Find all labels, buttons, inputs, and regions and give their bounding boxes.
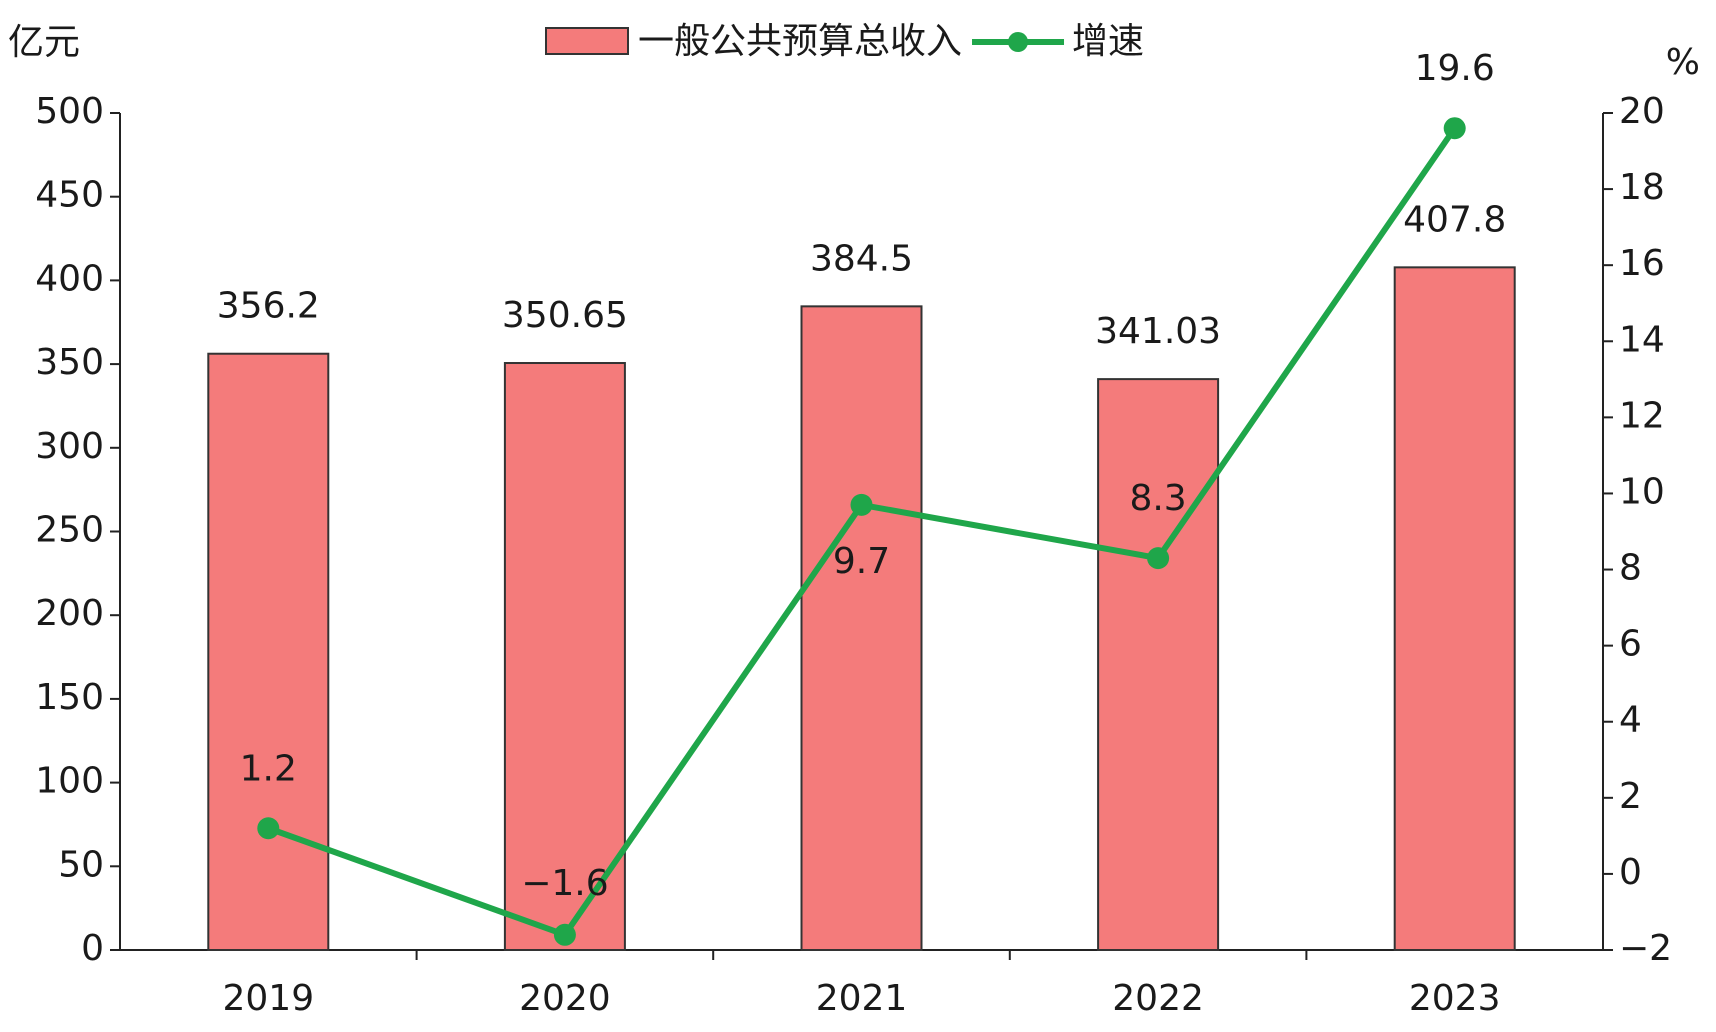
line-marker: [257, 817, 280, 840]
y2-tick-label: −2: [1619, 928, 1672, 969]
y2-tick-label: 0: [1619, 852, 1642, 893]
line-value-label: 9.7: [833, 541, 890, 582]
y2-tick-label: 6: [1619, 624, 1642, 665]
x-tick-label: 2021: [816, 978, 908, 1019]
y2-tick-label: 12: [1619, 395, 1665, 436]
legend-swatch: [545, 27, 629, 55]
y2-tick-label: 8: [1619, 548, 1642, 589]
y2-unit: %: [1666, 42, 1700, 83]
y2-tick-label: 20: [1619, 91, 1665, 132]
line-value-label: 8.3: [1129, 478, 1186, 519]
y2-tick-label: 16: [1619, 243, 1665, 284]
y-tick-label: 250: [35, 510, 104, 551]
bar: [207, 352, 330, 951]
line-marker: [850, 493, 873, 516]
line-value-label: 19.6: [1415, 48, 1495, 89]
legend-label: 增速: [1072, 21, 1144, 62]
line-marker: [1443, 117, 1466, 140]
bar-value-label: 356.2: [217, 286, 320, 327]
x-tick-label: 2020: [519, 978, 611, 1019]
y-unit: 亿元: [8, 22, 80, 63]
y2-tick-label: 10: [1619, 471, 1665, 512]
y-tick-label: 400: [35, 258, 104, 299]
y-tick-label: 150: [35, 677, 104, 718]
bar: [800, 305, 923, 951]
bar-value-label: 407.8: [1403, 199, 1506, 240]
y-tick-label: 450: [35, 175, 104, 216]
x-tick-label: 2022: [1112, 978, 1204, 1019]
y2-tick-label: 18: [1619, 167, 1665, 208]
bar-value-label: 350.65: [502, 295, 628, 336]
bar-value-label: 341.03: [1095, 311, 1221, 352]
y-tick-label: 200: [35, 593, 104, 634]
y2-tick-label: 2: [1619, 776, 1642, 817]
y-tick-label: 50: [58, 844, 104, 885]
line-value-label: 1.2: [240, 748, 297, 789]
legend-marker: [1008, 32, 1029, 52]
y-tick-label: 100: [35, 761, 104, 802]
y-tick-label: 350: [35, 342, 104, 383]
bar-value-label: 384.5: [810, 238, 913, 279]
bar: [1393, 266, 1516, 952]
x-tick-label: 2023: [1409, 978, 1501, 1019]
bar: [1097, 378, 1220, 951]
y-tick-label: 300: [35, 426, 104, 467]
x-tick-label: 2019: [222, 978, 314, 1019]
y-tick-label: 500: [35, 91, 104, 132]
line-value-label: −1.6: [521, 863, 608, 904]
y2-tick-label: 14: [1619, 319, 1665, 360]
legend-label: 一般公共预算总收入: [638, 21, 962, 62]
line-marker: [1147, 547, 1170, 570]
y-tick-label: 0: [81, 928, 104, 969]
y2-tick-label: 4: [1619, 700, 1642, 741]
bar: [503, 362, 626, 951]
line-marker: [553, 923, 576, 946]
